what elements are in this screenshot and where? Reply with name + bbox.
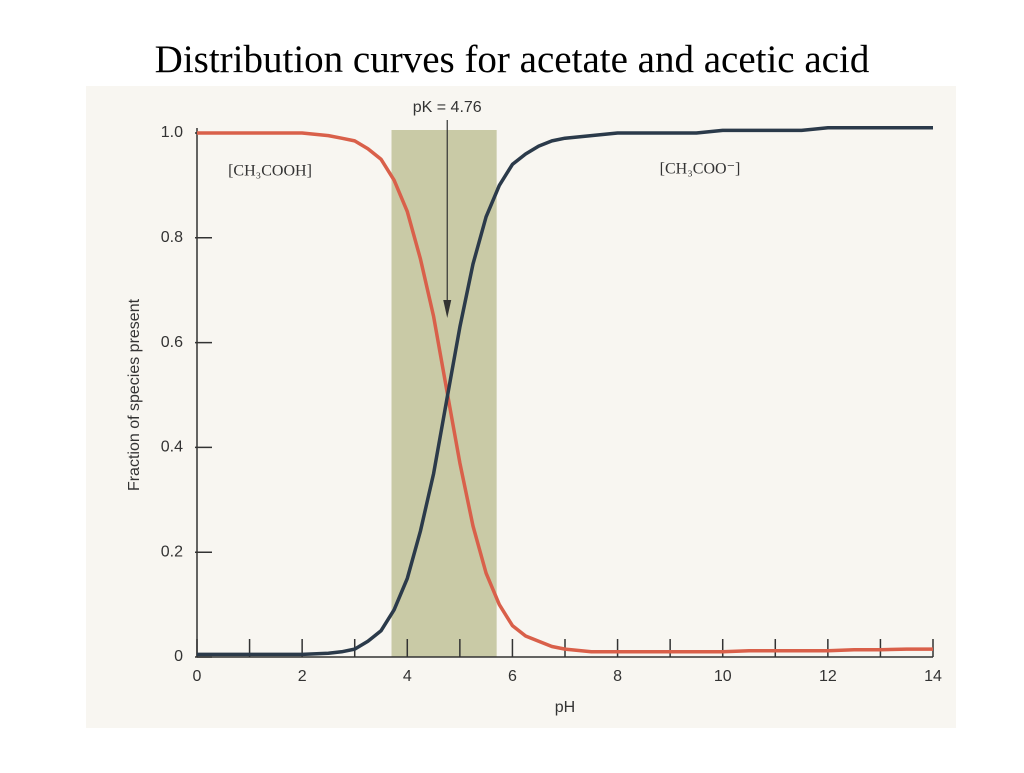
y-tick-label: 0.2 [161, 543, 183, 560]
pk-arrowhead [443, 300, 452, 318]
slide-title: Distribution curves for acetate and acet… [155, 38, 870, 81]
x-tick-label: 2 [298, 668, 307, 685]
x-tick-label: 6 [508, 668, 517, 685]
curve-label: [CH₃COOH] [228, 163, 312, 180]
x-tick-label: 14 [924, 668, 942, 685]
x-tick-label: 12 [819, 668, 837, 685]
y-tick-label: 0.8 [161, 229, 183, 246]
curve-label: [CH₃COO⁻] [660, 161, 741, 178]
y-tick-label: 0.6 [161, 334, 183, 351]
pk-annotation: pK = 4.76 [413, 99, 482, 116]
curve [197, 131, 933, 654]
y-tick-label: 0.4 [161, 439, 183, 456]
curve [197, 126, 933, 657]
figure-background [86, 86, 956, 728]
y-tick-label: 0 [174, 648, 183, 665]
y-axis-label: Fraction of species present [126, 298, 143, 491]
x-tick-label: 8 [613, 668, 622, 685]
x-tick-label: 10 [714, 668, 732, 685]
x-tick-label: 0 [193, 668, 202, 685]
x-tick-label: 4 [403, 668, 412, 685]
x-axis-label: pH [555, 699, 575, 716]
y-tick-label: 1.0 [161, 124, 183, 141]
